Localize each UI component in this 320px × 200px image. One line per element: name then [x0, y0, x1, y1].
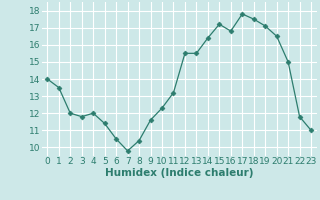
- X-axis label: Humidex (Indice chaleur): Humidex (Indice chaleur): [105, 168, 253, 178]
